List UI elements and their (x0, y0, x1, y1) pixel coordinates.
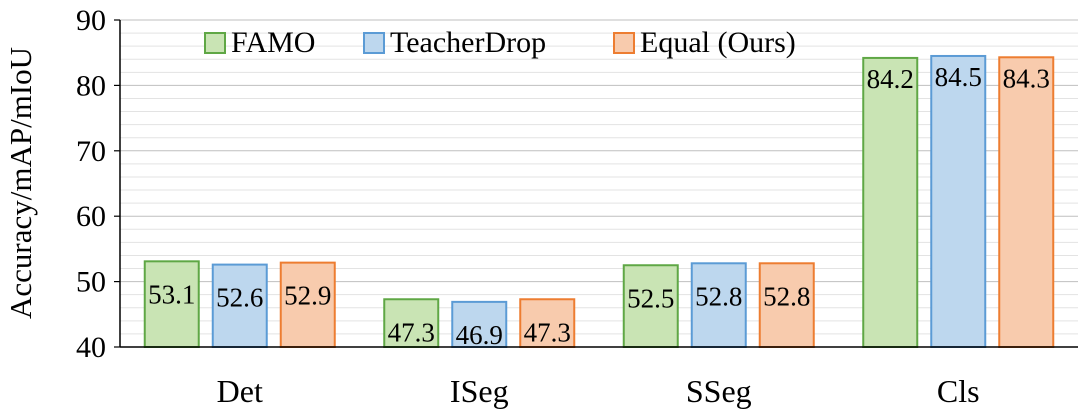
grid (120, 19, 1078, 348)
y-tick-label: 80 (76, 69, 106, 102)
bar-famo-iseg (383, 298, 440, 348)
y-tick-label: 90 (76, 4, 106, 37)
x-tick-label: SSeg (686, 373, 752, 409)
data-label: 52.8 (695, 281, 742, 311)
x-tick-label: Det (217, 373, 263, 409)
data-label: 47.3 (524, 317, 571, 347)
bar-teacherdrop-cls (930, 54, 987, 348)
data-label: 52.6 (216, 283, 263, 313)
legend-label: FAMO (231, 26, 315, 59)
legend-swatch (204, 32, 226, 54)
data-label: 84.3 (1003, 63, 1050, 93)
bar-teacherdrop-sseg (690, 262, 747, 348)
bar-equal-ours-iseg (519, 298, 576, 348)
y-tick-label: 50 (76, 266, 106, 299)
data-label: 52.9 (284, 281, 331, 311)
bar-equal-ours-cls (998, 56, 1055, 348)
data-label: 47.3 (388, 317, 435, 347)
legend-swatch (613, 32, 635, 54)
legend-swatch (363, 32, 385, 54)
bar-teacherdrop-det (211, 263, 268, 349)
y-tick-label: 40 (76, 331, 106, 364)
y-axis-title: Accuracy/mAP/mIoU (3, 47, 38, 319)
legend: FAMO TeacherDrop Equal (Ours) (204, 26, 796, 59)
legend-label: TeacherDrop (390, 26, 546, 59)
data-labels: 53.1 52.6 52.9 47.3 46.9 47.3 52.5 52.8 52.8 84.2… (148, 62, 1050, 350)
y-tick-label: 70 (76, 135, 106, 168)
data-label: 84.2 (867, 64, 914, 94)
x-tick-label: ISeg (450, 373, 509, 409)
data-label: 53.1 (148, 279, 195, 309)
bars (143, 54, 1055, 349)
legend-label: Equal (Ours) (640, 26, 796, 59)
data-label: 84.5 (935, 62, 982, 92)
axes: 40 50 60 70 80 90 Det ISeg SSeg Cls (76, 4, 1078, 409)
x-tick-label: Cls (937, 373, 980, 409)
data-label: 52.8 (763, 281, 810, 311)
data-label: 52.5 (627, 283, 674, 313)
data-label: 46.9 (456, 320, 503, 350)
y-tick-label: 60 (76, 200, 106, 233)
bar-teacherdrop-iseg (451, 300, 508, 348)
bar-famo-cls (862, 56, 919, 348)
